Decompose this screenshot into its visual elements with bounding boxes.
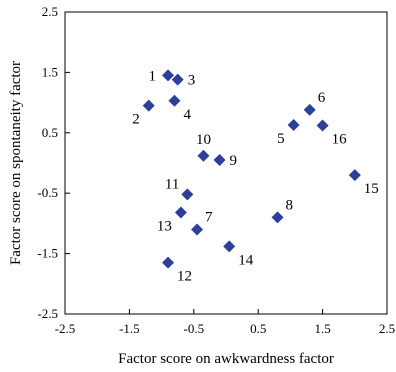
point-9-label: 9 [230,153,238,169]
point-7-marker [191,223,204,236]
point-2-label: 2 [132,112,140,128]
point-3-label: 3 [188,73,196,89]
point-5-label: 5 [277,131,285,147]
point-4-label: 4 [183,107,191,123]
point-1-marker [162,69,175,82]
y-axis-title: Factor score on spontaneity factor [8,61,24,265]
point-11-marker [181,188,194,201]
point-15-label: 15 [364,181,379,197]
plot-area [64,11,388,315]
point-9-marker [213,153,226,166]
point-2-marker [142,99,155,112]
x-tick-label: -0.5 [184,321,205,336]
x-axis-title: Factor score on awkwardness factor [118,351,334,367]
x-tick-label: 2.5 [379,321,395,336]
x-tick-label: 0.5 [250,321,266,336]
point-6-label: 6 [318,90,326,106]
point-14-marker [223,240,236,253]
y-tick-label: 1.5 [42,64,58,79]
x-axis-ticks: -2.5 -1.5 -0.5 0.5 1.5 2.5 [55,309,395,336]
point-1-label: 1 [149,68,157,84]
point-12-marker [162,256,175,269]
y-tick-label: 2.5 [42,4,58,19]
point-6-marker [303,103,316,116]
point-3-marker [171,73,184,86]
point-13-label: 13 [157,219,172,235]
y-tick-label: 0.5 [42,125,58,140]
x-tick-label: -2.5 [55,321,76,336]
y-tick-label: -0.5 [37,185,58,200]
point-5-marker [287,118,300,131]
point-4-marker [168,94,181,107]
y-tick-label: -2.5 [37,306,58,321]
point-12-label: 12 [177,269,192,285]
y-axis-ticks: 2.5 1.5 0.5 -0.5 -1.5 -2.5 [37,4,70,321]
point-13-marker [174,206,187,219]
point-14-label: 14 [238,252,254,268]
point-10-marker [197,149,210,162]
point-8-marker [271,211,284,224]
point-10-label: 10 [196,132,211,148]
point-8-label: 8 [286,197,294,213]
point-16-marker [316,119,329,132]
point-15-marker [348,169,361,182]
data-points [142,69,361,269]
point-7-label: 7 [205,209,213,225]
x-tick-label: -1.5 [119,321,140,336]
point-16-label: 16 [332,132,348,148]
point-11-label: 11 [165,176,179,192]
x-tick-label: 1.5 [314,321,330,336]
y-tick-label: -1.5 [37,246,58,261]
